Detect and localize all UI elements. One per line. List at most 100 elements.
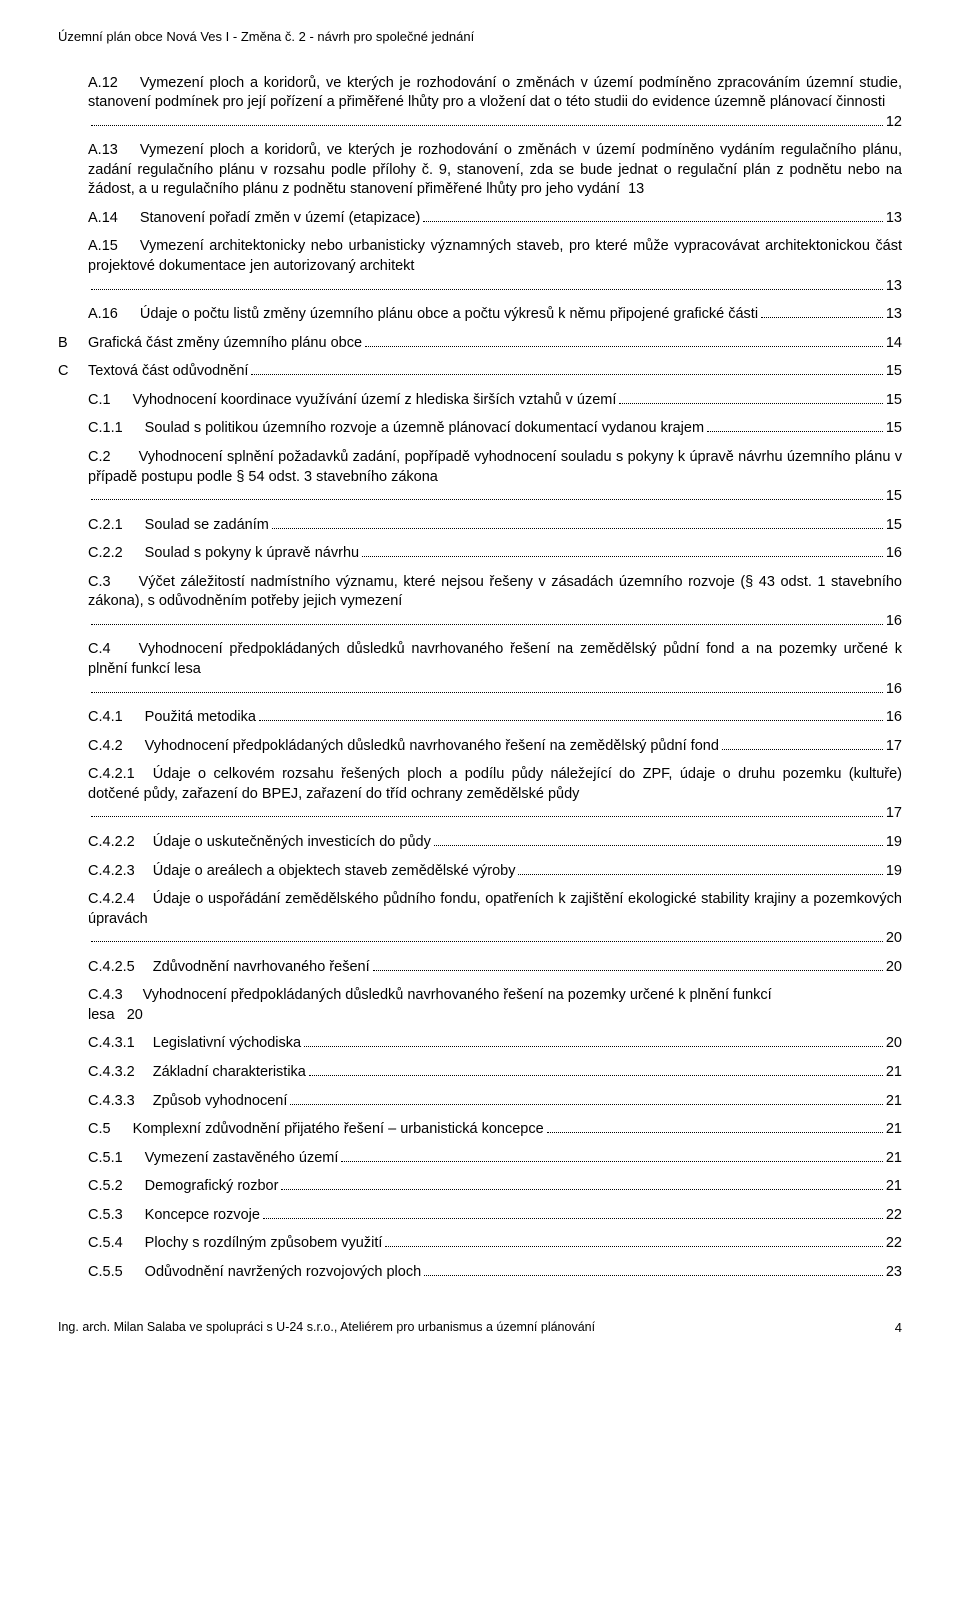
leader-dots bbox=[424, 1275, 883, 1276]
toc-entry: C.5.5 Odůvodnění navržených rozvojových … bbox=[58, 1263, 902, 1283]
toc-number: C.5.2 bbox=[88, 1177, 145, 1197]
toc-page: 21 bbox=[886, 1177, 902, 1197]
toc-number: C.4.2 bbox=[88, 737, 145, 757]
toc-number: C.4.2.4 bbox=[88, 891, 153, 907]
toc-entry: C.5.3 Koncepce rozvoje 22 bbox=[58, 1206, 902, 1226]
toc-number: C.1 bbox=[88, 391, 133, 411]
toc-entry: C.2.2 Soulad s pokyny k úpravě návrhu 16 bbox=[58, 544, 902, 564]
toc-entry: A.14 Stanovení pořadí změn v území (etap… bbox=[58, 209, 902, 229]
toc-page: 13 bbox=[628, 181, 644, 197]
toc-text: Údaje o celkovém rozsahu řešených ploch … bbox=[88, 766, 902, 802]
toc-text: Grafická část změny územního plánu obce bbox=[88, 334, 362, 354]
toc-text: Soulad se zadáním bbox=[145, 516, 269, 536]
toc-number: C.2.1 bbox=[88, 516, 145, 536]
toc-number: C.4.3 bbox=[88, 987, 143, 1003]
leader-dots bbox=[251, 374, 882, 375]
toc-entry: C.4.2.4Údaje o uspořádání zemědělského p… bbox=[58, 890, 902, 949]
toc-number: C.4.3.2 bbox=[88, 1063, 153, 1083]
leader-dots bbox=[362, 556, 883, 557]
leader-dots bbox=[341, 1161, 882, 1162]
toc-text: Údaje o počtu listů změny územního plánu… bbox=[140, 305, 758, 325]
toc-page: 22 bbox=[886, 1234, 902, 1254]
toc-text: Odůvodnění navržených rozvojových ploch bbox=[145, 1263, 421, 1283]
toc-text: Vymezení ploch a koridorů, ve kterých je… bbox=[88, 142, 902, 197]
toc-text: Základní charakteristika bbox=[153, 1063, 306, 1083]
toc-entry: C Textová část odůvodnění 15 bbox=[58, 362, 902, 382]
leader-dots bbox=[707, 431, 883, 432]
leader-dots bbox=[91, 289, 883, 290]
toc-page: 15 bbox=[886, 419, 902, 439]
leader-dots bbox=[91, 816, 883, 817]
leader-dots bbox=[423, 221, 883, 222]
toc-page: 23 bbox=[886, 1263, 902, 1283]
toc-text: Použitá metodika bbox=[145, 708, 256, 728]
toc-page: 19 bbox=[886, 862, 902, 882]
leader-dots bbox=[434, 845, 883, 846]
leader-dots bbox=[91, 499, 883, 500]
footer-text: Ing. arch. Milan Salaba ve spolupráci s … bbox=[58, 1319, 595, 1337]
toc-page: 20 bbox=[127, 1007, 143, 1023]
toc-text: Vymezení ploch a koridorů, ve kterých je… bbox=[88, 75, 902, 111]
toc-text: Vymezení zastavěného území bbox=[145, 1149, 339, 1169]
leader-dots bbox=[547, 1132, 883, 1133]
toc-text: Plochy s rozdílným způsobem využití bbox=[145, 1234, 383, 1254]
toc-text: Koncepce rozvoje bbox=[145, 1206, 260, 1226]
toc-page: 21 bbox=[886, 1092, 902, 1112]
leader-dots bbox=[309, 1075, 883, 1076]
toc-entry: C.5 Komplexní zdůvodnění přijatého řešen… bbox=[58, 1120, 902, 1140]
toc-text: Výčet záležitostí nadmístního významu, k… bbox=[88, 574, 902, 610]
toc-entry: C.2Vyhodnocení splnění požadavků zadání,… bbox=[58, 448, 902, 507]
toc-entry: C.2.1 Soulad se zadáním 15 bbox=[58, 516, 902, 536]
toc-text: Komplexní zdůvodnění přijatého řešení – … bbox=[133, 1120, 544, 1140]
toc-text: Legislativní východiska bbox=[153, 1034, 301, 1054]
toc-page: 19 bbox=[886, 833, 902, 853]
toc-text: Údaje o uskutečněných investicích do půd… bbox=[153, 833, 431, 853]
toc-number: C.4.3.1 bbox=[88, 1034, 153, 1054]
toc-page: 20 bbox=[886, 929, 902, 949]
leader-dots bbox=[722, 749, 883, 750]
toc-page: 17 bbox=[886, 804, 902, 824]
toc-entry: A.16 Údaje o počtu listů změny územního … bbox=[58, 305, 902, 325]
leader-dots bbox=[365, 346, 883, 347]
toc-page: 14 bbox=[886, 334, 902, 354]
toc-page: 16 bbox=[886, 708, 902, 728]
toc-page: 13 bbox=[886, 305, 902, 325]
toc-entry: C.1 Vyhodnocení koordinace využívání úze… bbox=[58, 391, 902, 411]
toc-number: C.4.2.3 bbox=[88, 862, 153, 882]
toc-text: Vyhodnocení předpokládaných důsledků nav… bbox=[143, 987, 772, 1003]
toc-page: 12 bbox=[886, 113, 902, 133]
toc-entry: C.4.3.1 Legislativní východiska 20 bbox=[58, 1034, 902, 1054]
toc-page: 15 bbox=[886, 362, 902, 382]
toc-number: A.13 bbox=[88, 142, 140, 158]
toc-number: A.15 bbox=[88, 238, 140, 254]
toc-entry: B Grafická část změny územního plánu obc… bbox=[58, 334, 902, 354]
toc-number: C.4.2.5 bbox=[88, 958, 153, 978]
toc-entry: A.15Vymezení architektonicky nebo urbani… bbox=[58, 237, 902, 296]
toc-number: C.4.3.3 bbox=[88, 1092, 153, 1112]
toc-text: Údaje o areálech a objektech staveb země… bbox=[153, 862, 516, 882]
toc-text: Vyhodnocení koordinace využívání území z… bbox=[133, 391, 617, 411]
toc-text: Údaje o uspořádání zemědělského půdního … bbox=[88, 891, 902, 927]
toc-page: 21 bbox=[886, 1120, 902, 1140]
page-number: 4 bbox=[895, 1319, 902, 1337]
toc-page: 21 bbox=[886, 1063, 902, 1083]
toc-number: C.5.5 bbox=[88, 1263, 145, 1283]
toc-text: Soulad s politikou územního rozvoje a úz… bbox=[145, 419, 704, 439]
toc-page: 16 bbox=[886, 680, 902, 700]
toc-text: Vyhodnocení splnění požadavků zadání, po… bbox=[88, 449, 902, 485]
toc-entry: A.12Vymezení ploch a koridorů, ve kterýc… bbox=[58, 74, 902, 133]
toc-text: Vyhodnocení předpokládaných důsledků nav… bbox=[145, 737, 719, 757]
toc-entry: C.5.1 Vymezení zastavěného území 21 bbox=[58, 1149, 902, 1169]
toc-number: C.5.3 bbox=[88, 1206, 145, 1226]
toc-number: B bbox=[58, 334, 88, 354]
doc-header: Územní plán obce Nová Ves I - Změna č. 2… bbox=[58, 28, 902, 46]
toc-text: Demografický rozbor bbox=[145, 1177, 279, 1197]
toc-entry: C.4.2.3 Údaje o areálech a objektech sta… bbox=[58, 862, 902, 882]
toc-entry: C.4.2.2 Údaje o uskutečněných investicíc… bbox=[58, 833, 902, 853]
toc-page: 21 bbox=[886, 1149, 902, 1169]
toc-page: 17 bbox=[886, 737, 902, 757]
toc-entry: C.5.2 Demografický rozbor 21 bbox=[58, 1177, 902, 1197]
toc-number: C.5.1 bbox=[88, 1149, 145, 1169]
toc-entry: C.4.2 Vyhodnocení předpokládaných důsled… bbox=[58, 737, 902, 757]
toc-text: Vyhodnocení předpokládaných důsledků nav… bbox=[88, 641, 902, 677]
